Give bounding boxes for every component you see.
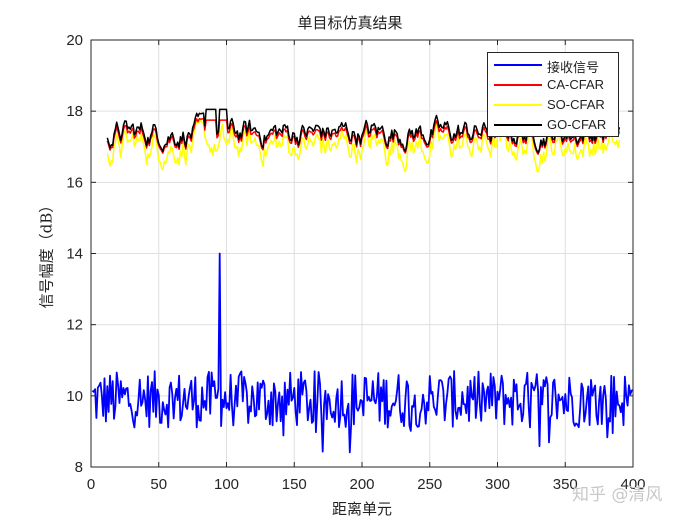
svg-text:16: 16 xyxy=(66,174,83,191)
svg-text:12: 12 xyxy=(66,317,83,334)
legend-item-go-cfar: GO-CFAR xyxy=(488,115,618,135)
legend-swatch xyxy=(494,64,542,66)
legend-swatch xyxy=(494,104,542,106)
svg-text:50: 50 xyxy=(150,476,167,493)
axis-ticks: 0 50 100 150 200 250 300 350 400 8 10 12 14 16 18 20 xyxy=(66,32,645,493)
legend-swatch xyxy=(494,84,542,86)
legend-label: CA-CFAR xyxy=(547,77,605,92)
svg-text:350: 350 xyxy=(553,476,578,493)
x-axis-label: 距离单元 xyxy=(331,500,392,518)
legend-swatch xyxy=(494,124,542,126)
svg-text:200: 200 xyxy=(349,476,374,493)
legend-label: GO-CFAR xyxy=(547,117,607,132)
svg-text:20: 20 xyxy=(66,32,83,49)
watermark: 知乎 @清风 xyxy=(572,485,663,505)
svg-text:100: 100 xyxy=(214,476,239,493)
svg-text:150: 150 xyxy=(282,476,307,493)
svg-text:400: 400 xyxy=(620,476,645,493)
svg-text:10: 10 xyxy=(66,388,83,405)
svg-text:18: 18 xyxy=(66,103,83,120)
legend-item-received: 接收信号 xyxy=(488,55,618,75)
svg-text:250: 250 xyxy=(417,476,442,493)
legend: 接收信号 CA-CFAR SO-CFAR GO-CFAR xyxy=(487,52,619,137)
legend-item-so-cfar: SO-CFAR xyxy=(488,95,618,115)
data-lines xyxy=(91,108,634,454)
legend-label: SO-CFAR xyxy=(547,97,605,112)
y-axis-label: 信号幅度（dB） xyxy=(37,197,56,309)
svg-text:8: 8 xyxy=(75,459,83,476)
svg-text:300: 300 xyxy=(485,476,510,493)
chart-title: 单目标仿真结果 xyxy=(297,14,403,32)
svg-text:0: 0 xyxy=(87,476,95,493)
svg-text:14: 14 xyxy=(66,246,83,263)
legend-label: 接收信号 xyxy=(547,60,600,75)
legend-item-ca-cfar: CA-CFAR xyxy=(488,75,618,95)
